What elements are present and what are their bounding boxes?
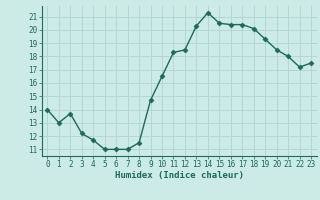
X-axis label: Humidex (Indice chaleur): Humidex (Indice chaleur) xyxy=(115,171,244,180)
